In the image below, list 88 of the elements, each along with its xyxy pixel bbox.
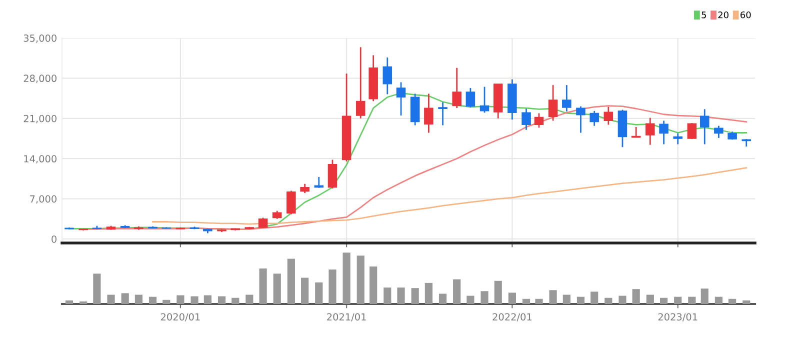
x-tick-label: 2022/01 bbox=[492, 313, 532, 322]
candlestick bbox=[300, 183, 310, 194]
bar bbox=[604, 298, 612, 304]
bar bbox=[246, 294, 254, 304]
candlestick bbox=[424, 93, 434, 134]
bar bbox=[562, 294, 570, 304]
bar bbox=[80, 301, 88, 304]
candlestick bbox=[604, 106, 614, 126]
bar bbox=[397, 288, 405, 304]
bar bbox=[742, 300, 750, 304]
candlestick bbox=[576, 106, 586, 134]
candlestick bbox=[438, 102, 448, 126]
bar bbox=[232, 298, 240, 304]
candlestick bbox=[714, 125, 724, 139]
x-tick-label: 2023/01 bbox=[658, 313, 698, 322]
bar bbox=[632, 289, 640, 304]
bar bbox=[176, 295, 184, 304]
bar bbox=[328, 270, 336, 304]
bar bbox=[674, 296, 682, 304]
y-tick-label: 7,000 bbox=[30, 195, 56, 204]
bar bbox=[646, 294, 654, 304]
bar bbox=[65, 300, 74, 304]
bar bbox=[148, 296, 157, 304]
legend-label: 60 bbox=[740, 11, 751, 18]
candlestick bbox=[534, 112, 544, 128]
candlestick bbox=[480, 86, 490, 114]
candlestick bbox=[382, 56, 392, 95]
bar bbox=[370, 266, 378, 304]
candlestick bbox=[646, 117, 655, 146]
line-series bbox=[152, 167, 748, 225]
bar bbox=[273, 274, 281, 304]
bar bbox=[190, 296, 198, 304]
bar bbox=[287, 258, 295, 304]
bar bbox=[411, 288, 419, 304]
bar bbox=[535, 298, 543, 304]
bar bbox=[576, 296, 585, 304]
candlestick bbox=[659, 120, 668, 145]
candlestick bbox=[522, 108, 531, 131]
legend-label: 20 bbox=[718, 11, 728, 18]
bar bbox=[315, 282, 323, 304]
bar bbox=[342, 252, 350, 304]
bar bbox=[480, 291, 488, 304]
bar bbox=[590, 292, 598, 304]
bar bbox=[453, 279, 461, 304]
bar bbox=[714, 296, 722, 304]
candlestick bbox=[356, 46, 366, 120]
y-tick-label: 28,000 bbox=[24, 74, 56, 84]
y-tick-label: 35,000 bbox=[24, 34, 56, 43]
candlestick bbox=[673, 132, 682, 145]
y-tick-label: 0 bbox=[52, 235, 56, 243]
candlestick bbox=[700, 108, 710, 145]
candlestick bbox=[314, 176, 324, 189]
bar bbox=[728, 298, 736, 304]
bar bbox=[259, 268, 267, 304]
bar bbox=[508, 292, 516, 304]
bar bbox=[494, 280, 502, 304]
bar bbox=[688, 296, 696, 304]
bar bbox=[522, 298, 530, 304]
candlestick bbox=[452, 67, 462, 109]
bar bbox=[438, 294, 447, 304]
candlestick bbox=[590, 110, 599, 127]
bar bbox=[204, 295, 212, 304]
x-tick-label: 2021/01 bbox=[327, 313, 366, 322]
bar bbox=[384, 288, 392, 304]
legend-label: 5 bbox=[702, 12, 706, 18]
bar bbox=[93, 274, 101, 304]
bar bbox=[356, 256, 364, 304]
candlestick bbox=[548, 84, 558, 122]
bar bbox=[424, 282, 432, 304]
bar bbox=[700, 288, 708, 304]
bar bbox=[162, 300, 170, 304]
candlestick bbox=[466, 87, 476, 108]
y-tick-label: 21,000 bbox=[24, 114, 56, 124]
candlestick bbox=[396, 82, 406, 116]
x-tick-label: 2020/01 bbox=[160, 313, 200, 322]
candlestick bbox=[562, 84, 572, 112]
bar bbox=[121, 293, 129, 304]
bar bbox=[660, 298, 668, 304]
candlestick bbox=[328, 159, 338, 190]
bar bbox=[301, 278, 309, 304]
bar bbox=[549, 290, 557, 304]
bar bbox=[218, 296, 226, 304]
bar bbox=[134, 294, 142, 304]
bar bbox=[466, 296, 474, 304]
bar bbox=[618, 296, 626, 304]
bar bbox=[107, 294, 115, 304]
y-tick-label: 14,000 bbox=[24, 155, 56, 164]
candlestick bbox=[286, 190, 296, 215]
